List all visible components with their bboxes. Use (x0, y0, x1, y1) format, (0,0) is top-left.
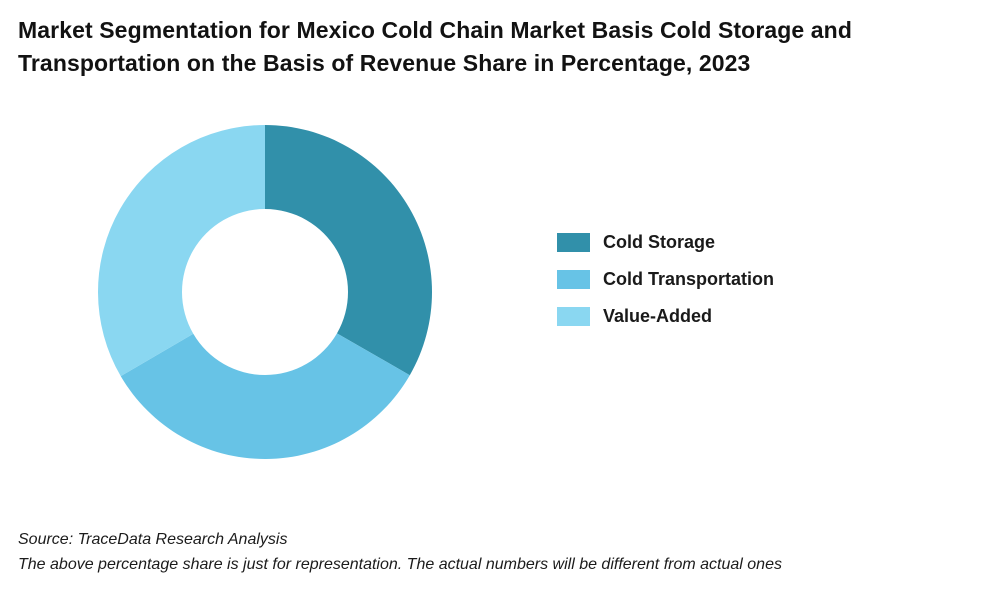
legend-item-value-added: Value-Added (557, 298, 774, 335)
source-note: Source: TraceData Research Analysis (18, 531, 288, 548)
donut-slice-value-added (97, 125, 265, 377)
legend-swatch-cold-transportation (557, 270, 590, 289)
legend-item-cold-storage: Cold Storage (557, 224, 774, 261)
chart-title-line-1: Market Segmentation for Mexico Cold Chai… (18, 17, 852, 43)
donut-slice-cold-transportation (120, 333, 410, 460)
donut-chart (97, 125, 432, 460)
donut-slice-cold-storage (265, 125, 432, 376)
footnotes: Source: TraceData Research Analysis The … (18, 527, 782, 577)
chart-title-line-2: Transportation on the Basis of Revenue S… (18, 50, 751, 76)
legend-label-cold-storage: Cold Storage (603, 232, 716, 252)
legend-label-value-added: Value-Added (603, 306, 713, 326)
legend-item-cold-transportation: Cold Transportation (557, 261, 774, 298)
legend-swatch-value-added (557, 307, 590, 326)
disclaimer-note: The above percentage share is just for r… (18, 556, 782, 573)
chart-title: Market Segmentation for Mexico Cold Chai… (18, 14, 978, 80)
legend-swatch-cold-storage (557, 233, 590, 252)
legend-label-cold-transportation: Cold Transportation (603, 269, 774, 289)
chart-legend: Cold Storage Cold Transportation Value-Add… (557, 224, 774, 335)
